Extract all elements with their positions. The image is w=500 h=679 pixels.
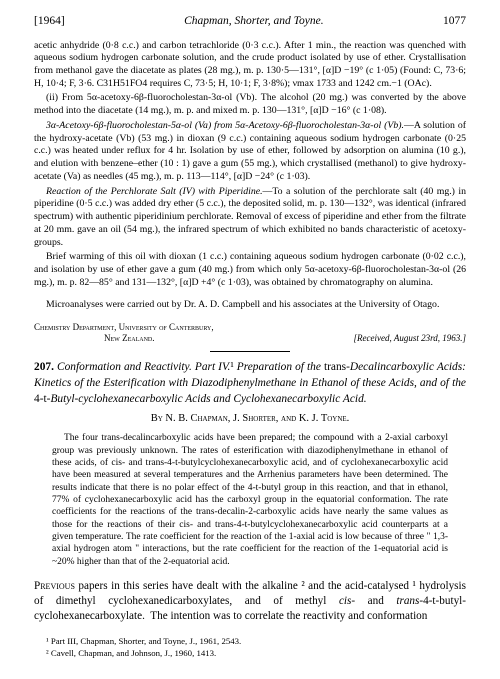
article-title: 207. Conformation and Reactivity. Part I… (34, 360, 466, 408)
received-date: [Received, August 23rd, 1963.] (354, 333, 466, 345)
para-title: 3α-Acetoxy-6β-fluorocholestan-5α-ol (Va)… (46, 120, 404, 131)
footnotes: ¹ Part III, Chapman, Shorter, and Toyne,… (34, 636, 466, 660)
article-authors: By N. B. Chapman, J. Shorter, and K. J. … (34, 412, 466, 426)
journal-page: [1964] Chapman, Shorter, and Toyne. 1077… (0, 0, 500, 679)
body-paragraph: Previous papers in this series have deal… (34, 579, 466, 624)
paragraph: (ii) From 5α-acetoxy-6β-fluorocholestan-… (34, 92, 466, 117)
upper-content: acetic anhydride (0·8 c.c.) and carbon t… (34, 40, 466, 346)
paragraph: Brief warming of this oil with dioxan (1… (34, 251, 466, 289)
paragraph: acetic anhydride (0·8 c.c.) and carbon t… (34, 40, 466, 91)
header-authors: Chapman, Shorter, and Toyne. (184, 14, 324, 30)
article-abstract: The four trans-decalincarboxylic acids h… (52, 432, 448, 568)
footnote-1: ¹ Part III, Chapman, Shorter, and Toyne,… (34, 636, 466, 648)
abstract-text: The four trans-decalincarboxylic acids h… (52, 432, 448, 568)
para-title: Reaction of the Perchlorate Salt (IV) wi… (46, 186, 263, 197)
header-page-number: 1077 (443, 14, 466, 30)
footnote-2: ² Cavell, Chapman, and Johnson, J., 1960… (34, 648, 466, 660)
article-number: 207. (34, 361, 54, 373)
paragraph: Reaction of the Perchlorate Salt (IV) wi… (34, 186, 466, 250)
page-header: [1964] Chapman, Shorter, and Toyne. 1077 (34, 14, 466, 30)
header-year: [1964] (34, 14, 65, 30)
department-block: Chemistry Department, University of Cant… (34, 322, 466, 345)
dept-line-2: New Zealand. (34, 333, 155, 345)
paragraph: 3α-Acetoxy-6β-fluorocholestan-5α-ol (Va)… (34, 120, 466, 184)
microanalyses-note: Microanalyses were carried out by Dr. A.… (34, 299, 466, 312)
section-divider (210, 351, 290, 352)
dept-line-1: Chemistry Department, University of Cant… (34, 322, 214, 334)
